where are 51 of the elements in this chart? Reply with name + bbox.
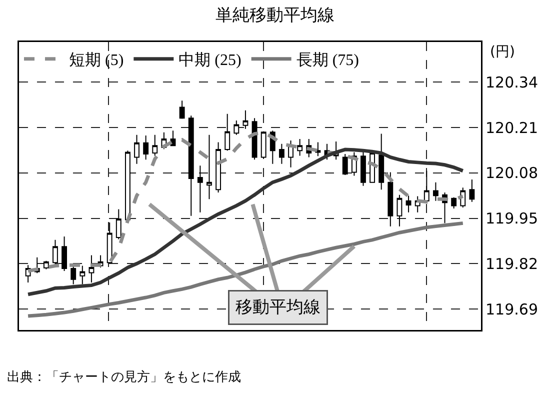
candlestick (396, 194, 402, 227)
y-tick-label: 119.82 (486, 254, 538, 273)
line-series (26, 131, 465, 273)
legend-label: 中期 (25) (178, 51, 242, 70)
candlestick (143, 135, 149, 160)
candlestick (106, 222, 112, 264)
y-axis-title: (円) (490, 44, 515, 60)
candlestick (62, 236, 68, 272)
line-series (26, 221, 465, 318)
candlestick (43, 260, 49, 270)
legend-label: 短期 (5) (69, 51, 124, 70)
chart-title: 単純移動平均線 (216, 5, 334, 26)
candlestick (424, 170, 430, 202)
candlestick (179, 100, 185, 120)
candlestick (342, 154, 348, 176)
candlestick (206, 134, 212, 200)
y-tick-label: 119.69 (486, 300, 538, 318)
candlestick (278, 143, 284, 164)
candlestick (88, 254, 94, 284)
annotation: 移動平均線 (236, 298, 320, 318)
candlestick (242, 110, 248, 130)
candlestick (116, 208, 122, 240)
candlestick (197, 165, 203, 213)
candlestick (260, 130, 266, 159)
candlestick (378, 133, 384, 190)
candlestick (469, 179, 475, 202)
y-tick-label: 119.95 (486, 210, 538, 228)
y-tick-label: 120.34 (486, 73, 538, 92)
candlestick (252, 118, 258, 160)
candlestick (432, 182, 438, 202)
candlestick (297, 138, 303, 156)
y-tick-label: 120.21 (486, 118, 538, 137)
candlestick (315, 142, 321, 157)
source-note: 出典：「チャートの見方」をもとに作成 (7, 369, 241, 385)
candlestick (216, 142, 222, 193)
candlestick (388, 172, 394, 227)
candlestick (124, 150, 130, 220)
candlestick (80, 265, 86, 285)
candlestick (451, 196, 457, 210)
candlestick (188, 115, 194, 216)
candlestick (152, 134, 158, 156)
candlestick (406, 195, 412, 213)
legend-label: 長期 (75) (296, 51, 359, 70)
candlestick (224, 113, 230, 152)
candlestick (134, 134, 140, 164)
candlestick (70, 265, 76, 285)
candlestick (52, 239, 58, 266)
line-series (26, 148, 465, 296)
candlestick (360, 151, 366, 186)
candlestick (234, 120, 240, 136)
y-tick-label: 120.08 (486, 164, 538, 182)
